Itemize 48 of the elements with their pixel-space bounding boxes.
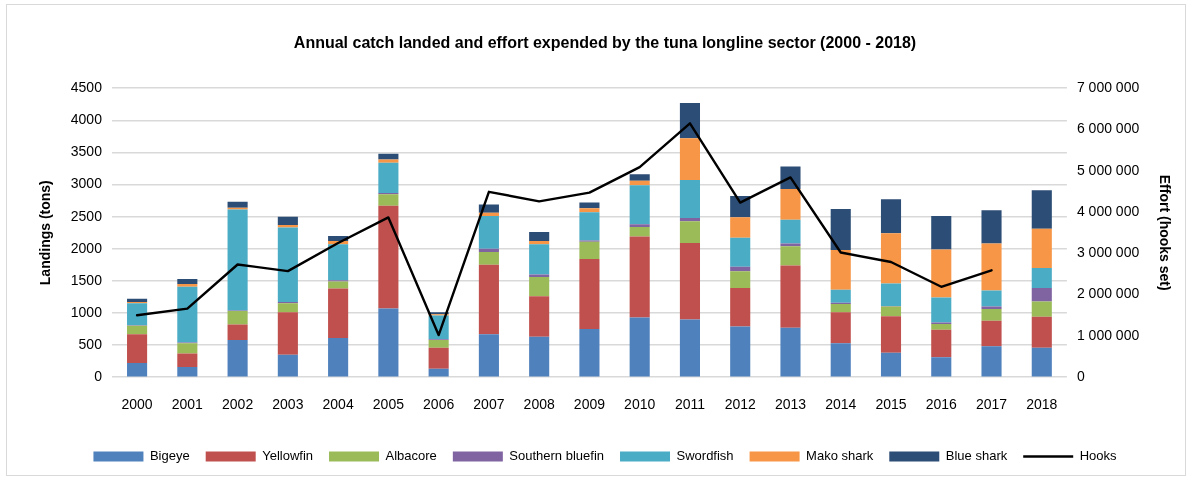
y2-tick-label: 2 000 000 <box>1076 285 1140 302</box>
legend-label: Southern bluefin <box>509 448 605 464</box>
x-tick-label: 2016 <box>925 396 958 413</box>
legend-label: Swordfish <box>676 448 734 464</box>
y-tick-label: 4500 <box>70 79 103 96</box>
y2-axis-title: Effort (hooks set) <box>1156 174 1173 291</box>
y2-tick-label: 7 000 000 <box>1076 79 1140 96</box>
x-tick-label: 2000 <box>121 396 153 413</box>
legend-label: Bigeye <box>149 448 190 464</box>
x-tick-label: 2010 <box>624 396 656 413</box>
y2-tick-label: 4 000 000 <box>1076 202 1140 219</box>
y2-tick-label: 1 000 000 <box>1076 326 1140 343</box>
x-tick-label: 2013 <box>774 396 807 413</box>
x-tick-label: 2004 <box>322 396 354 413</box>
x-tick-label: 2012 <box>724 396 756 413</box>
x-tick-label: 2008 <box>523 396 555 413</box>
x-tick-label: 2006 <box>423 396 455 413</box>
y2-tick-label: 5 000 000 <box>1076 161 1140 178</box>
x-tick-label: 2015 <box>875 396 907 413</box>
y-tick-label: 0 <box>94 368 103 385</box>
y-tick-label: 1500 <box>70 271 103 288</box>
x-tick-label: 2011 <box>674 396 706 413</box>
x-tick-label: 2007 <box>473 396 505 413</box>
chart-title: Annual catch landed and effort expended by the tuna longline sector (2000 - 2018) <box>293 34 917 52</box>
y2-tick-label: 6 000 000 <box>1076 120 1140 137</box>
y-tick-label: 2500 <box>70 207 103 224</box>
legend-label: Blue shark <box>945 448 1008 464</box>
x-tick-label: 2003 <box>272 396 304 413</box>
legend-label: Yellowfin <box>262 448 314 464</box>
y2-tick-label: 0 <box>1076 368 1085 385</box>
x-tick-label: 2017 <box>975 396 1008 413</box>
x-tick-label: 2002 <box>222 396 254 413</box>
x-tick-label: 2005 <box>372 396 405 413</box>
y-tick-label: 500 <box>78 335 103 352</box>
x-tick-label: 2014 <box>825 396 857 413</box>
y-axis-title: Landings (tons) <box>37 180 54 286</box>
x-tick-label: 2001 <box>171 396 204 413</box>
y-tick-label: 3000 <box>70 175 103 192</box>
y-tick-label: 1000 <box>70 303 103 320</box>
legend-label: Hooks <box>1079 448 1118 464</box>
legend-label: Albacore <box>385 448 437 464</box>
legend-label: Mako shark <box>806 448 874 464</box>
y-tick-label: 2000 <box>70 239 103 256</box>
x-tick-label: 2009 <box>573 396 606 413</box>
y-tick-label: 3500 <box>70 143 103 160</box>
y2-tick-label: 3 000 000 <box>1076 244 1140 261</box>
x-tick-label: 2018 <box>1026 396 1058 413</box>
y-tick-label: 4000 <box>70 111 103 128</box>
